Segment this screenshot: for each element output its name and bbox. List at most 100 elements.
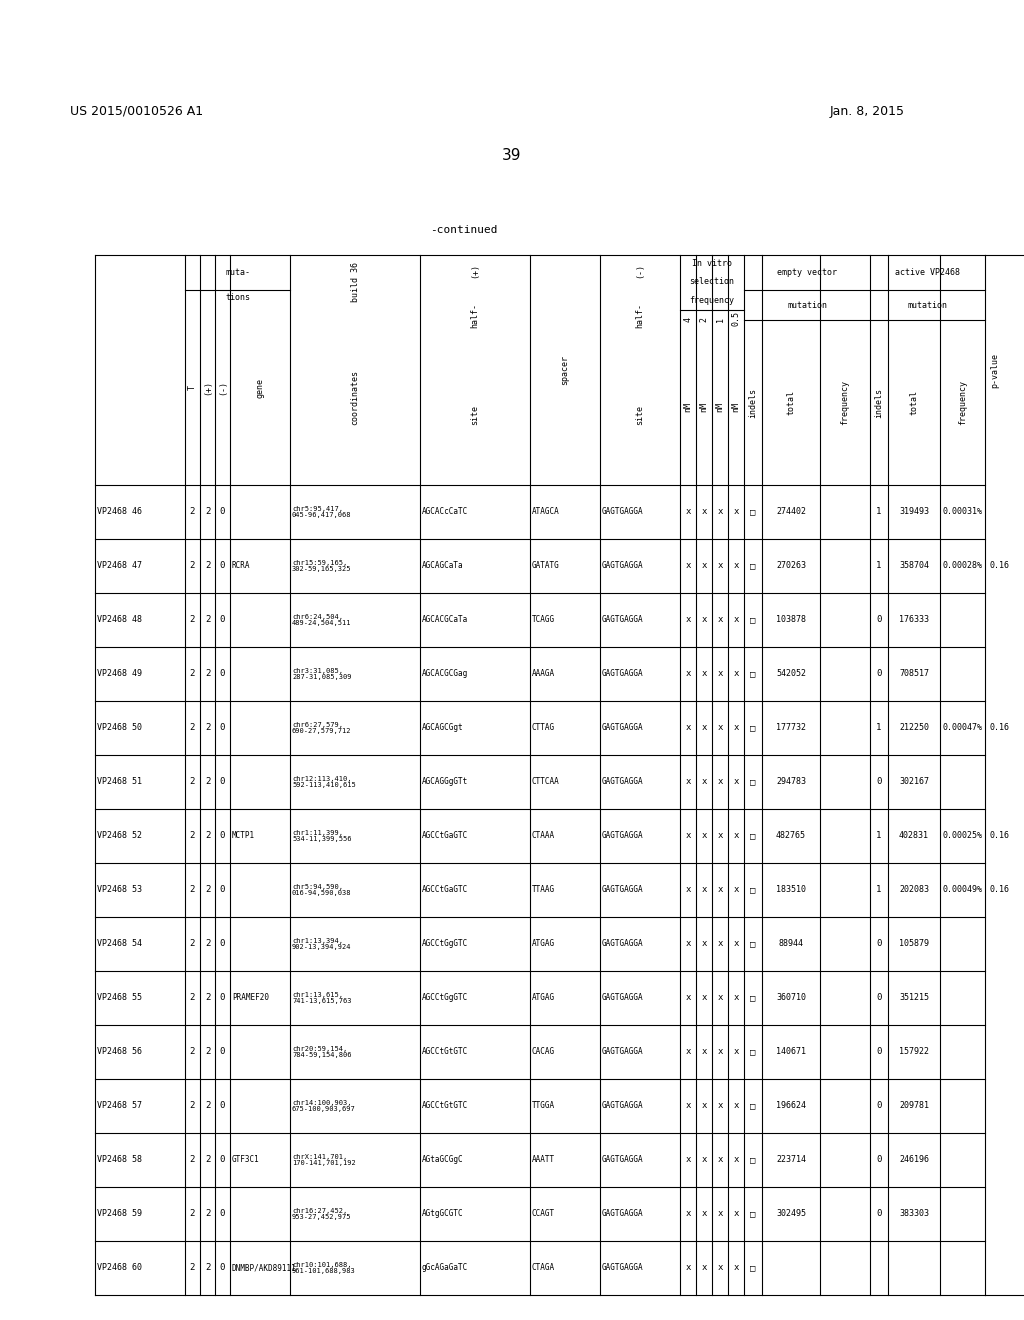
Text: □: □ bbox=[751, 1101, 756, 1110]
Text: 2: 2 bbox=[205, 832, 210, 841]
Text: 351215: 351215 bbox=[899, 994, 929, 1002]
Text: empty vector: empty vector bbox=[777, 268, 837, 277]
Text: GAGTGAGGA: GAGTGAGGA bbox=[602, 1101, 644, 1110]
Text: GAGTGAGGA: GAGTGAGGA bbox=[602, 1048, 644, 1056]
Text: x: x bbox=[733, 507, 738, 516]
Text: □: □ bbox=[751, 1209, 756, 1218]
Text: 157922: 157922 bbox=[899, 1048, 929, 1056]
Text: AGCAGCGgt: AGCAGCGgt bbox=[422, 723, 464, 733]
Text: 0.16: 0.16 bbox=[990, 561, 1010, 570]
Text: VP2468 46: VP2468 46 bbox=[97, 507, 142, 516]
Text: □: □ bbox=[751, 615, 756, 624]
Text: x: x bbox=[685, 940, 690, 949]
Text: 212250: 212250 bbox=[899, 723, 929, 733]
Text: 2: 2 bbox=[205, 777, 210, 787]
Text: x: x bbox=[733, 832, 738, 841]
Text: x: x bbox=[701, 507, 707, 516]
Text: GAGTGAGGA: GAGTGAGGA bbox=[602, 940, 644, 949]
Text: x: x bbox=[718, 1263, 723, 1272]
Text: selection: selection bbox=[689, 277, 734, 286]
Text: chr3:31,085,
287-31,085,309: chr3:31,085, 287-31,085,309 bbox=[292, 668, 351, 681]
Text: AGCACcCaTC: AGCACcCaTC bbox=[422, 507, 468, 516]
Text: 2: 2 bbox=[189, 1101, 196, 1110]
Text: □: □ bbox=[751, 940, 756, 949]
Text: x: x bbox=[685, 1209, 690, 1218]
Text: 0.00049%: 0.00049% bbox=[942, 886, 982, 895]
Text: RCRA: RCRA bbox=[232, 561, 251, 570]
Text: 0: 0 bbox=[220, 669, 225, 678]
Text: VP2468 52: VP2468 52 bbox=[97, 832, 142, 841]
Text: build 36: build 36 bbox=[350, 263, 359, 302]
Text: CACAG: CACAG bbox=[532, 1048, 555, 1056]
Text: VP2468 51: VP2468 51 bbox=[97, 777, 142, 787]
Text: 1: 1 bbox=[877, 832, 882, 841]
Text: AGCCtGaGTC: AGCCtGaGTC bbox=[422, 886, 468, 895]
Text: 2: 2 bbox=[205, 669, 210, 678]
Text: TTGGA: TTGGA bbox=[532, 1101, 555, 1110]
Text: chr6:27,579,
690-27,579,712: chr6:27,579, 690-27,579,712 bbox=[292, 722, 351, 734]
Text: 2: 2 bbox=[699, 317, 709, 322]
Text: AGCAGGgGTt: AGCAGGgGTt bbox=[422, 777, 468, 787]
Text: AGCCtGaGTC: AGCCtGaGTC bbox=[422, 832, 468, 841]
Text: x: x bbox=[685, 886, 690, 895]
Text: 294783: 294783 bbox=[776, 777, 806, 787]
Text: x: x bbox=[685, 561, 690, 570]
Text: AGCCtGtGTC: AGCCtGtGTC bbox=[422, 1101, 468, 1110]
Text: 2: 2 bbox=[205, 615, 210, 624]
Text: AGtgGCGTC: AGtgGCGTC bbox=[422, 1209, 464, 1218]
Text: 0: 0 bbox=[877, 777, 882, 787]
Text: gGcAGaGaTC: gGcAGaGaTC bbox=[422, 1263, 468, 1272]
Text: TCAGG: TCAGG bbox=[532, 615, 555, 624]
Text: 0: 0 bbox=[877, 994, 882, 1002]
Text: 360710: 360710 bbox=[776, 994, 806, 1002]
Text: mutation: mutation bbox=[787, 301, 827, 309]
Text: □: □ bbox=[751, 669, 756, 678]
Text: half-: half- bbox=[636, 302, 644, 327]
Text: x: x bbox=[685, 1263, 690, 1272]
Text: 2: 2 bbox=[189, 669, 196, 678]
Text: 319493: 319493 bbox=[899, 507, 929, 516]
Text: 2: 2 bbox=[189, 1263, 196, 1272]
Text: x: x bbox=[718, 1209, 723, 1218]
Text: 0.5: 0.5 bbox=[731, 312, 740, 326]
Text: AGCAGCaTa: AGCAGCaTa bbox=[422, 561, 464, 570]
Text: chr1:13,615,
741-13,615,763: chr1:13,615, 741-13,615,763 bbox=[292, 991, 351, 1005]
Text: □: □ bbox=[751, 1155, 756, 1164]
Text: VP2468 54: VP2468 54 bbox=[97, 940, 142, 949]
Text: GAGTGAGGA: GAGTGAGGA bbox=[602, 994, 644, 1002]
Text: 202083: 202083 bbox=[899, 886, 929, 895]
Text: Jan. 8, 2015: Jan. 8, 2015 bbox=[830, 106, 905, 117]
Text: 0: 0 bbox=[877, 1209, 882, 1218]
Text: x: x bbox=[701, 1155, 707, 1164]
Text: 183510: 183510 bbox=[776, 886, 806, 895]
Text: x: x bbox=[701, 940, 707, 949]
Text: 4: 4 bbox=[683, 317, 692, 322]
Text: 2: 2 bbox=[189, 886, 196, 895]
Text: GTF3C1: GTF3C1 bbox=[232, 1155, 260, 1164]
Text: VP2468 56: VP2468 56 bbox=[97, 1048, 142, 1056]
Text: chr1:13,394,
902-13,394,924: chr1:13,394, 902-13,394,924 bbox=[292, 937, 351, 950]
Text: x: x bbox=[733, 1263, 738, 1272]
Text: indels: indels bbox=[749, 388, 758, 417]
Text: 1: 1 bbox=[877, 561, 882, 570]
Text: 2: 2 bbox=[205, 723, 210, 733]
Text: 2: 2 bbox=[189, 561, 196, 570]
Text: 0.00028%: 0.00028% bbox=[942, 561, 982, 570]
Text: chr15:59,165,
302-59,165,325: chr15:59,165, 302-59,165,325 bbox=[292, 560, 351, 573]
Text: □: □ bbox=[751, 994, 756, 1002]
Text: 2: 2 bbox=[189, 994, 196, 1002]
Text: 1: 1 bbox=[877, 886, 882, 895]
Text: total: total bbox=[786, 389, 796, 414]
Text: x: x bbox=[718, 723, 723, 733]
Text: x: x bbox=[685, 615, 690, 624]
Text: x: x bbox=[701, 561, 707, 570]
Text: 0.16: 0.16 bbox=[990, 723, 1010, 733]
Text: 39: 39 bbox=[502, 148, 522, 162]
Text: 302167: 302167 bbox=[899, 777, 929, 787]
Text: x: x bbox=[718, 940, 723, 949]
Text: x: x bbox=[733, 669, 738, 678]
Text: 0: 0 bbox=[220, 507, 225, 516]
Text: 708517: 708517 bbox=[899, 669, 929, 678]
Text: x: x bbox=[701, 1209, 707, 1218]
Text: VP2468 55: VP2468 55 bbox=[97, 994, 142, 1002]
